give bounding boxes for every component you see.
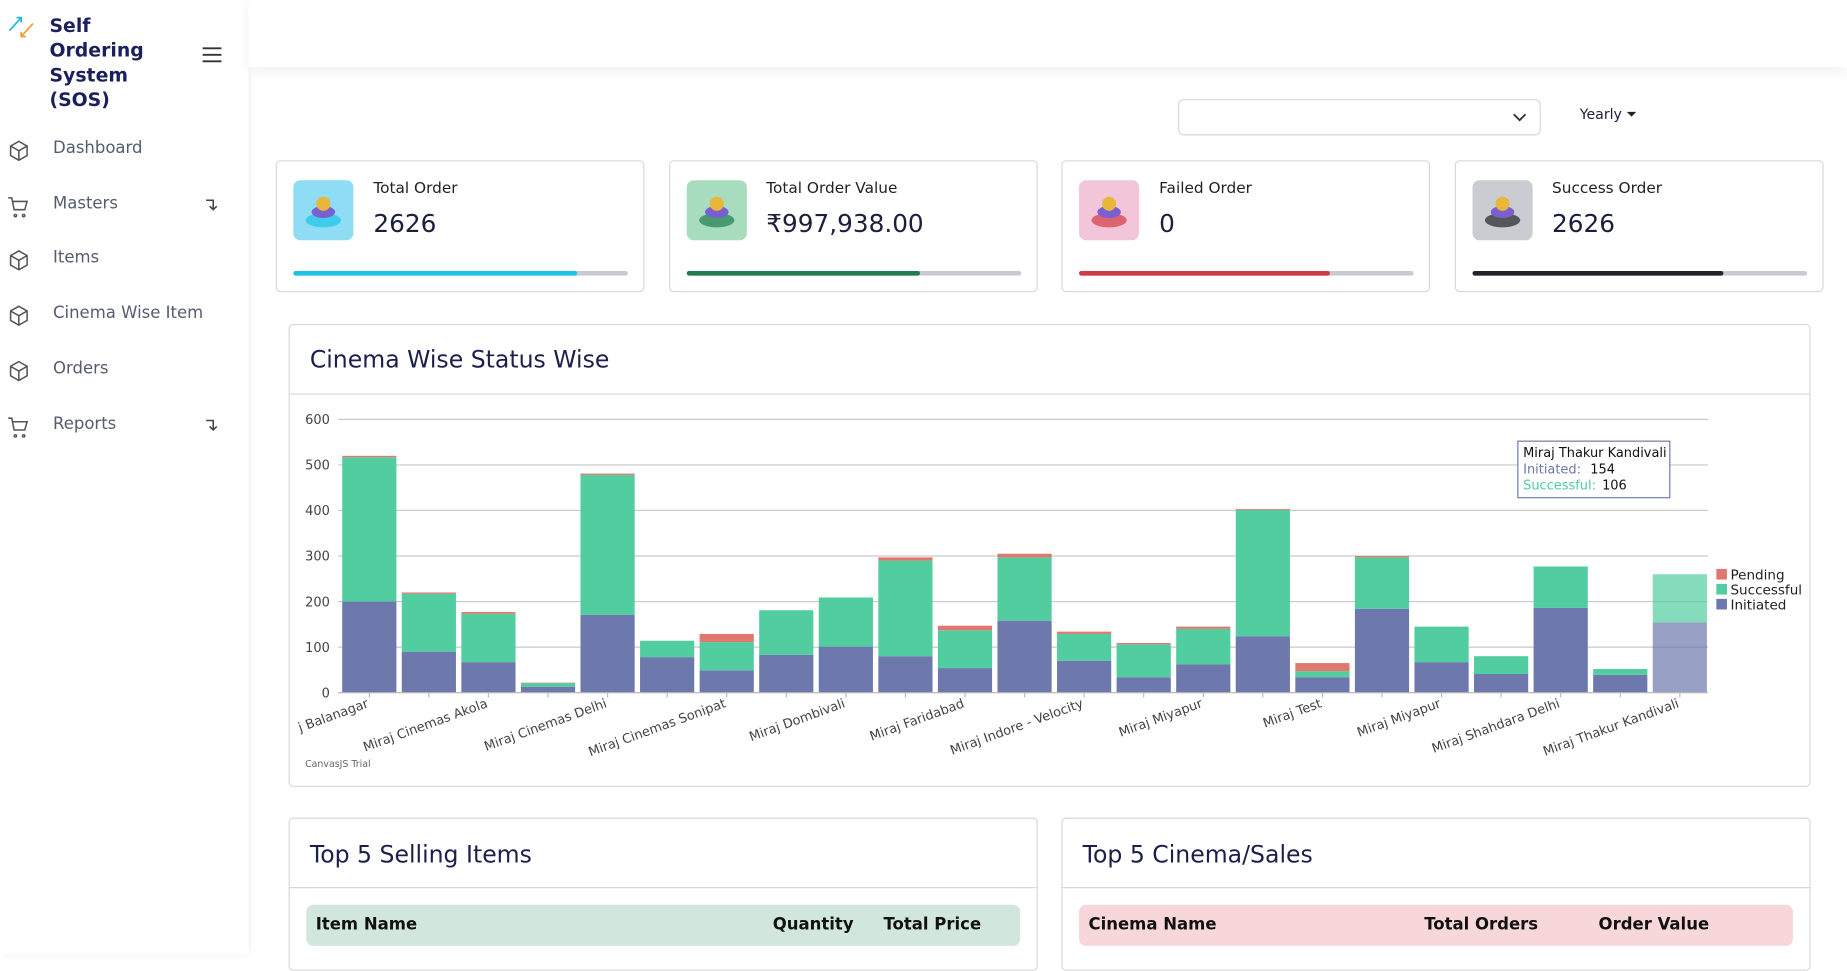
bar-segment: [1236, 510, 1290, 636]
bar-segment: [878, 656, 932, 692]
bar-segment: [461, 614, 515, 662]
bar-segment: [700, 642, 754, 670]
bar-segment: [1355, 609, 1409, 693]
bar-segment: [521, 683, 575, 687]
y-tick-label: 500: [305, 459, 330, 474]
x-tick-label: Miraj Faridabad: [868, 696, 966, 744]
bar-segment: [1176, 664, 1230, 692]
x-tick-label: Miraj Dombivali: [747, 696, 847, 745]
legend-label: Successful: [1730, 583, 1802, 599]
bar-segment: [580, 474, 634, 475]
bar-segment: [1176, 629, 1230, 665]
bar-segment: [1355, 556, 1409, 557]
x-tick-label: Miraj Miyapur: [1117, 696, 1205, 740]
x-tick-label: Miraj Thakur Kandivali: [1541, 696, 1681, 759]
bar-segment: [1653, 574, 1707, 622]
bar-segment: [1117, 644, 1171, 677]
bar-segment: [580, 615, 634, 693]
bar-segment: [819, 647, 873, 693]
bar-segment: [1295, 677, 1349, 692]
bar-segment: [1534, 608, 1588, 693]
bar-segment: [759, 655, 813, 693]
legend-label: Initiated: [1730, 597, 1786, 613]
tooltip-label: Successful:: [1523, 478, 1596, 493]
x-tick-label: j Balanagar: [295, 696, 371, 736]
bar-segment: [819, 597, 873, 646]
watermark: CanvasJS Trial: [305, 759, 370, 770]
x-tick-label: Miraj Cinemas Sonipat: [587, 696, 728, 760]
legend-swatch: [1716, 569, 1727, 580]
x-tick-label: Miraj Indore - Velocity: [948, 696, 1085, 758]
bar-segment: [402, 652, 456, 693]
bar-segment: [1236, 636, 1290, 692]
bar-segment: [1414, 627, 1468, 663]
bar-segment: [1474, 656, 1528, 674]
bar-segment: [461, 612, 515, 614]
bar-segment: [1117, 677, 1171, 692]
bar-segment: [1414, 662, 1468, 693]
tooltip-title: Miraj Thakur Kandivali: [1523, 446, 1666, 461]
bar-segment: [640, 641, 694, 657]
x-tick-label: Miraj Cinemas Akola: [361, 696, 489, 755]
bar-segment: [700, 670, 754, 692]
bar-segment: [997, 554, 1051, 558]
y-tick-label: 300: [305, 550, 330, 565]
bar-segment: [1176, 627, 1230, 629]
bar-segment: [997, 557, 1051, 620]
bar-segment: [1474, 674, 1528, 693]
bar-segment: [1057, 632, 1111, 634]
tooltip-label: Initiated:: [1523, 463, 1581, 478]
tooltip-value: 154: [1590, 463, 1615, 478]
bar-segment: [1057, 634, 1111, 661]
x-tick-label: Miraj Test: [1261, 696, 1324, 731]
bar-segment: [938, 630, 992, 668]
bar-segment: [521, 687, 575, 693]
y-tick-label: 600: [305, 413, 330, 428]
bar-segment: [1117, 643, 1171, 644]
bar-segment: [878, 557, 932, 560]
y-tick-label: 400: [305, 504, 330, 519]
y-tick-label: 0: [322, 686, 330, 701]
bar-segment: [342, 602, 396, 693]
bar-segment: [1355, 557, 1409, 608]
y-tick-label: 200: [305, 595, 330, 610]
bar-segment: [342, 456, 396, 457]
bar-segment: [1295, 663, 1349, 671]
tooltip-value: 106: [1602, 478, 1627, 493]
bar-segment: [1534, 566, 1588, 607]
legend-swatch: [1716, 599, 1727, 610]
bar-segment: [759, 610, 813, 655]
bar-segment: [461, 662, 515, 693]
bar-segment: [1236, 509, 1290, 510]
bar-segment: [1653, 623, 1707, 693]
x-tick-label: Miraj Miyapur: [1355, 696, 1443, 740]
bar-segment: [700, 634, 754, 642]
bar-segment: [1057, 661, 1111, 693]
bar-segment: [938, 626, 992, 631]
legend-swatch: [1716, 584, 1727, 595]
bar-segment: [1295, 671, 1349, 677]
bar-segment: [1593, 675, 1647, 693]
legend-label: Pending: [1730, 568, 1784, 584]
bar-segment: [997, 621, 1051, 693]
bar-segment: [402, 594, 456, 652]
bar-segment: [342, 457, 396, 601]
bar-segment: [938, 668, 992, 693]
bar-segment: [640, 657, 694, 693]
bar-segment: [1593, 669, 1647, 675]
bar-segment: [878, 561, 932, 657]
bar-segment: [580, 475, 634, 615]
y-tick-label: 100: [305, 641, 330, 656]
bar-segment: [402, 592, 456, 593]
